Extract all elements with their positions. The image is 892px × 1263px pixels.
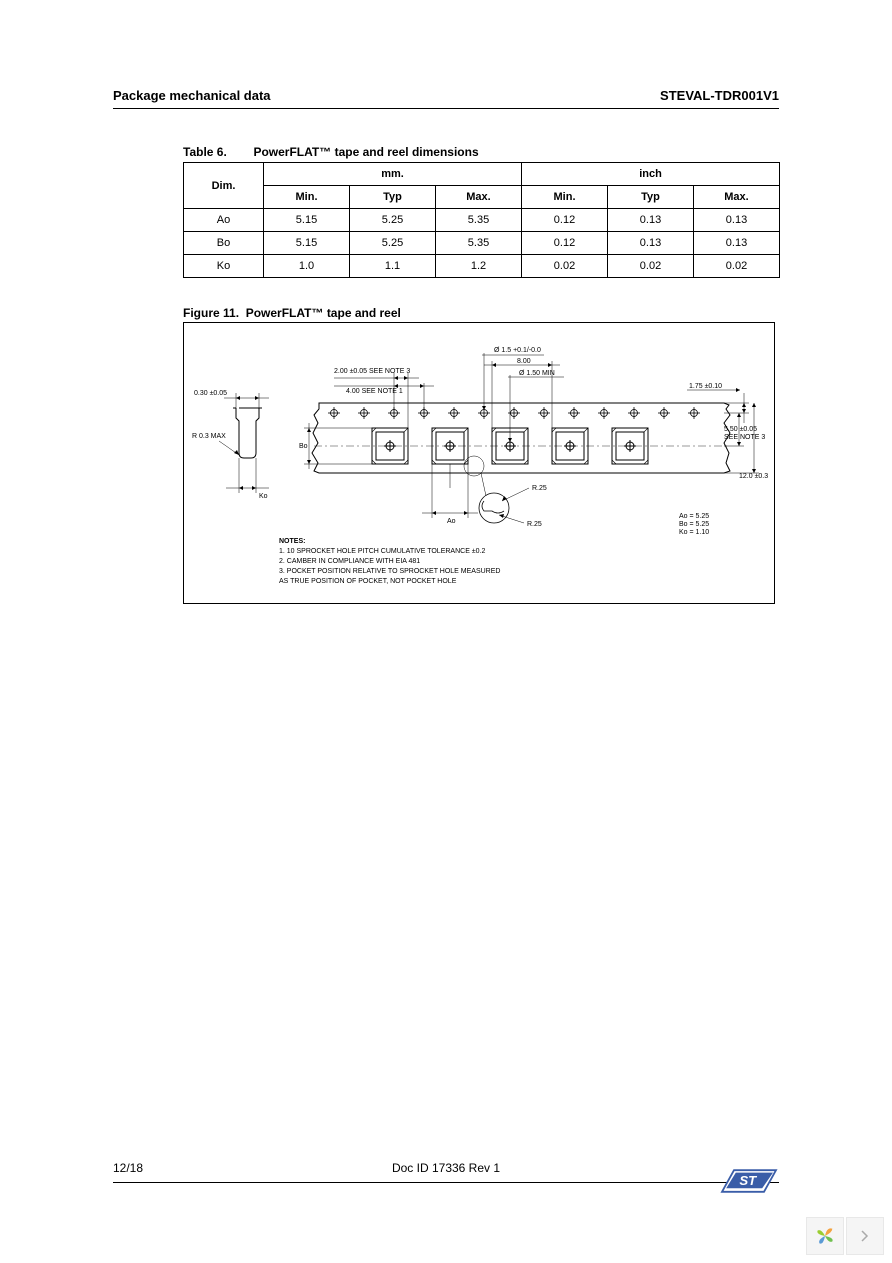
table-cell: 0.13: [608, 232, 694, 255]
table-cell: 1.0: [264, 255, 350, 278]
table-row: Dim. mm. inch: [184, 163, 780, 186]
table-cell: 0.13: [694, 209, 780, 232]
table-cell: 0.13: [608, 209, 694, 232]
label-030: 0.30 ±0.05: [194, 390, 227, 397]
label-dia150min: Ø 1.50 MIN: [519, 370, 555, 377]
cross-section: 0.30 ±0.05 R 0.3 MAX Ko: [192, 390, 269, 500]
label-bot-ao: Ao = 5.25: [679, 513, 709, 520]
label-r25b: R.25: [527, 521, 542, 528]
label-seenote3: SEE NOTE 3: [724, 434, 765, 441]
footer-rule: [113, 1182, 779, 1183]
tape-body: 2.00 ±0.05 SEE NOTE 3 4.00 SEE NOTE 1 Ø …: [299, 347, 768, 536]
table-cell: 5.15: [264, 232, 350, 255]
notes-line: 3. POCKET POSITION RELATIVE TO SPROCKET …: [279, 568, 500, 575]
label-dia15: Ø 1.5 +0.1/-0.0: [494, 347, 541, 354]
label-550: 5.50 ±0.05: [724, 426, 757, 433]
notes-line: 1. 10 SPROCKET HOLE PITCH CUMULATIVE TOL…: [279, 548, 485, 555]
page-header: Package mechanical data STEVAL-TDR001V1: [113, 88, 779, 103]
table-cell: 0.02: [608, 255, 694, 278]
label-800: 8.00: [517, 358, 531, 365]
tape-reel-diagram: 0.30 ±0.05 R 0.3 MAX Ko: [184, 323, 774, 603]
table-cell: Ao: [184, 209, 264, 232]
label-bot-ko: Ko = 1.10: [679, 529, 709, 536]
label-r25a: R.25: [532, 485, 547, 492]
expand-widget-button[interactable]: [846, 1217, 884, 1255]
doc-id: Doc ID 17336 Rev 1: [392, 1161, 500, 1175]
document-code: STEVAL-TDR001V1: [660, 88, 779, 103]
table-cell: 0.02: [694, 255, 780, 278]
table-header-min: Min.: [522, 186, 608, 209]
st-logo-icon: ST: [719, 1161, 779, 1201]
table-header-dim: Dim.: [184, 163, 264, 209]
table-cell: 5.35: [436, 209, 522, 232]
svg-text:ST: ST: [739, 1173, 757, 1188]
table-header-inch: inch: [522, 163, 780, 186]
table-row: Ao 5.15 5.25 5.35 0.12 0.13 0.13: [184, 209, 780, 232]
table-row: Min. Typ Max. Min. Typ Max.: [184, 186, 780, 209]
table-cell: 1.1: [350, 255, 436, 278]
table-row: Bo 5.15 5.25 5.35 0.12 0.13 0.13: [184, 232, 780, 255]
table-cell: Bo: [184, 232, 264, 255]
table-cell: 5.15: [264, 209, 350, 232]
petal-icon: [814, 1225, 836, 1247]
label-175: 1.75 ±0.10: [689, 383, 722, 390]
table-cell: 0.13: [694, 232, 780, 255]
figure-frame: 0.30 ±0.05 R 0.3 MAX Ko: [183, 322, 775, 604]
table-caption-prefix: Table 6.: [183, 145, 227, 159]
dimensions-table: Dim. mm. inch Min. Typ Max. Min. Typ Max…: [183, 162, 780, 278]
figure-caption: Figure 11. PowerFLAT™ tape and reel: [183, 306, 401, 320]
chevron-right-icon: [860, 1229, 870, 1243]
notes-line: AS TRUE POSITION OF POCKET, NOT POCKET H…: [279, 578, 457, 585]
label-r03: R 0.3 MAX: [192, 433, 226, 440]
label-ao: Ao: [447, 518, 456, 525]
table-cell: 1.2: [436, 255, 522, 278]
figure-caption-prefix: Figure 11.: [183, 306, 239, 320]
label-200-note3: 2.00 ±0.05 SEE NOTE 3: [334, 368, 410, 375]
table-cell: 0.02: [522, 255, 608, 278]
table-row: Ko 1.0 1.1 1.2 0.02 0.02 0.02: [184, 255, 780, 278]
label-400-note1: 4.00 SEE NOTE 1: [346, 388, 403, 395]
table-cell: 0.12: [522, 209, 608, 232]
table-header-mm: mm.: [264, 163, 522, 186]
table-header-typ: Typ: [608, 186, 694, 209]
table-caption-text: PowerFLAT™ tape and reel dimensions: [253, 145, 478, 159]
page-number: 12/18: [113, 1161, 143, 1175]
table-cell: 5.35: [436, 232, 522, 255]
header-rule: [113, 108, 779, 109]
widget-toolbar: [806, 1217, 884, 1255]
label-ko: Ko: [259, 493, 268, 500]
label-120: 12.0 ±0.3: [739, 473, 768, 480]
table-header-max: Max.: [436, 186, 522, 209]
notes-line: 2. CAMBER IN COMPLIANCE WITH EIA 481: [279, 558, 420, 565]
table-cell: 5.25: [350, 232, 436, 255]
section-title: Package mechanical data: [113, 88, 271, 103]
label-bo: Bo: [299, 443, 308, 450]
table-caption: Table 6. PowerFLAT™ tape and reel dimens…: [183, 145, 479, 159]
table-cell: Ko: [184, 255, 264, 278]
table-cell: 0.12: [522, 232, 608, 255]
table-cell: 5.25: [350, 209, 436, 232]
notes-block: NOTES: 1. 10 SPROCKET HOLE PITCH CUMULAT…: [279, 538, 500, 585]
notes-title: NOTES:: [279, 538, 305, 545]
table-header-min: Min.: [264, 186, 350, 209]
table-header-typ: Typ: [350, 186, 436, 209]
figure-caption-text: PowerFLAT™ tape and reel: [246, 306, 401, 320]
label-bot-bo: Bo = 5.25: [679, 521, 709, 528]
table-header-max: Max.: [694, 186, 780, 209]
petal-widget-button[interactable]: [806, 1217, 844, 1255]
page-container: Package mechanical data STEVAL-TDR001V1 …: [0, 0, 892, 1263]
